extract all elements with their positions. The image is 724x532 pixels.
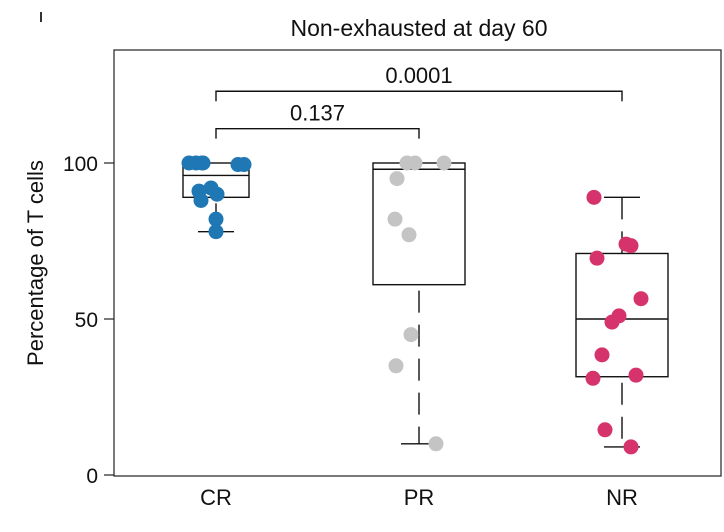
y-tick-label: 100 — [63, 153, 98, 176]
plot-frame — [113, 49, 722, 477]
box-rect — [372, 162, 466, 286]
data-point — [428, 436, 444, 452]
box-pr — [372, 162, 466, 445]
significance-bracket: 0.0001 — [215, 63, 623, 102]
data-point — [389, 171, 405, 187]
y-tick-label: 0 — [86, 465, 98, 488]
bracket-line — [215, 127, 420, 139]
data-point — [236, 157, 252, 173]
significance-bracket: 0.137 — [215, 101, 420, 139]
p-value-label: 0.137 — [290, 101, 345, 126]
data-point — [193, 192, 209, 208]
data-point — [403, 327, 419, 343]
y-axis-label: Percentage of T cells — [23, 160, 48, 366]
y-tick-label: 50 — [75, 309, 98, 332]
chart-title: Non-exhausted at day 60 — [290, 15, 547, 41]
data-point — [589, 250, 605, 266]
data-point — [208, 211, 224, 227]
points-cr — [181, 155, 252, 240]
x-tick-label: NR — [606, 485, 638, 510]
data-point — [388, 358, 404, 374]
x-tick-label: PR — [404, 485, 435, 510]
data-point — [387, 211, 403, 227]
data-point — [594, 347, 610, 363]
data-point — [597, 422, 613, 438]
data-point — [586, 189, 602, 205]
data-point — [633, 291, 649, 307]
stray-tick-mark — [40, 12, 42, 22]
data-point — [604, 314, 620, 330]
data-point — [209, 186, 225, 202]
data-point — [436, 155, 452, 171]
data-point — [194, 155, 210, 171]
data-point — [585, 370, 601, 386]
points-pr — [387, 155, 452, 452]
data-point — [208, 224, 224, 240]
bracket-line — [215, 90, 623, 102]
x-tick-label: CR — [200, 485, 232, 510]
data-point — [401, 227, 417, 243]
data-point — [623, 439, 639, 455]
data-point — [623, 238, 639, 254]
data-point — [628, 367, 644, 383]
box-rect — [575, 252, 669, 378]
data-point — [407, 155, 423, 171]
points-nr — [585, 189, 649, 455]
p-value-label: 0.0001 — [385, 63, 452, 88]
